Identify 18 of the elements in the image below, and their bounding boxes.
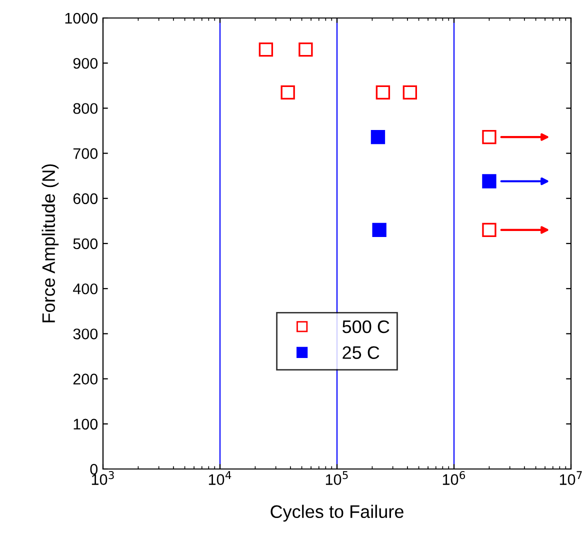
y-axis-title: Force Amplitude (N): [42, 164, 59, 322]
y-tick-label: 700: [73, 148, 98, 159]
y-tick-label: 100: [74, 418, 98, 430]
y-tick-label: 1000: [65, 12, 98, 24]
legend-label: 500 C: [342, 320, 390, 334]
y-tick-label: 200: [73, 374, 98, 384]
y-tick-label: 600: [73, 193, 98, 204]
y-tick-label: 800: [73, 103, 98, 114]
legend-label: 25 C: [342, 346, 380, 359]
x-tick-label: 10$^{7}$: [560, 471, 582, 485]
x-axis-title: Cycles to Failure: [270, 504, 404, 522]
x-tick-label: 10$^{6}$: [442, 471, 466, 485]
x-tick-label: 10$^{5}$: [326, 471, 348, 485]
y-tick-label: 300: [73, 328, 98, 340]
y-tick-label: 900: [73, 58, 98, 69]
x-tick-label: 10$^{4}$: [208, 471, 232, 485]
y-tick-label: 500: [73, 238, 98, 250]
y-tick-label: 400: [73, 283, 98, 294]
